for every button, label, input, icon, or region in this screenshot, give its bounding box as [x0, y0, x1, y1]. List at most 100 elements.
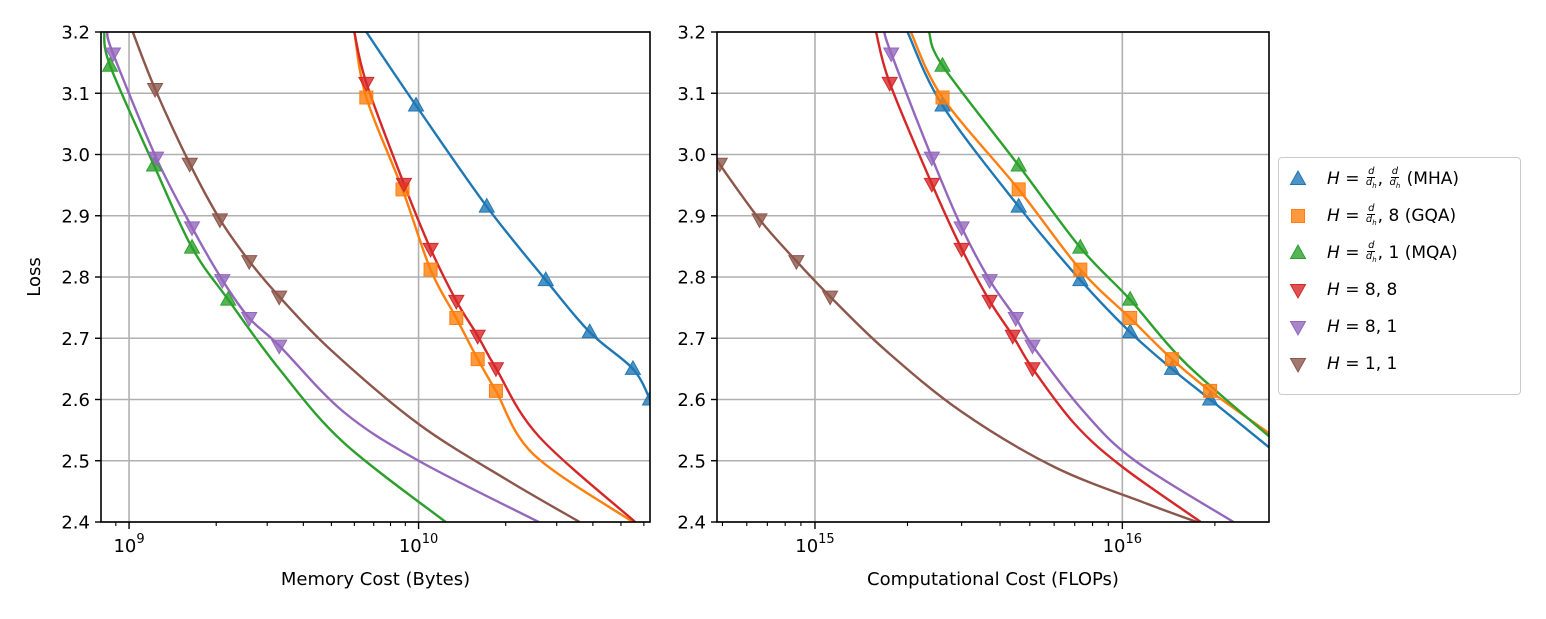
panel-1-h81-point-6 — [270, 339, 288, 355]
legend-label-h11: H = 1, 1 — [1327, 354, 1398, 374]
panel-1-h11-point-3 — [211, 213, 229, 229]
panel-2-mha-point-4 — [1121, 323, 1139, 339]
panel-2-xtick-label-1e15: 1015 — [795, 532, 834, 557]
panel-1-mha-point-4 — [581, 323, 599, 339]
panel-1-ytick-label-2.5: 2.5 — [61, 451, 90, 472]
panel-2-mqa-point-4 — [1121, 290, 1139, 306]
panel-1-h88-point-4 — [447, 294, 465, 310]
panel-2-plot — [717, 32, 1269, 522]
panel-2-h88-point-4 — [981, 294, 998, 310]
panel-2-gqa-point-6 — [1203, 383, 1218, 398]
legend-item-gqa: H = d dh, 8 (GQA) — [1287, 203, 1456, 229]
panel-1-h11-point-2 — [181, 157, 199, 173]
legend-marker-h88 — [1289, 284, 1307, 300]
panel-2-ytick-label-3.1: 3.1 — [677, 84, 706, 105]
panel-2-ytick-label-3.2: 3.2 — [677, 23, 706, 44]
panel-1-h81-point-3 — [183, 221, 201, 237]
panel-1-mha-point-2 — [478, 197, 496, 213]
panel-2-h81-point-5 — [1007, 312, 1025, 328]
panel-1-gqa-point-4 — [449, 311, 464, 326]
panel-2-mha-point-5 — [1163, 359, 1181, 375]
panel-2-ytick-label-2.6: 2.6 — [677, 390, 706, 411]
panel-2-h11-point-3 — [788, 255, 805, 271]
panel-1-mha-point-6 — [641, 390, 650, 406]
panel-1-gqa-point-3 — [423, 262, 438, 277]
legend-marker-h11 — [1289, 358, 1307, 374]
panel-2-xlabel: Computational Cost (FLOPs) — [867, 569, 1119, 590]
panel-1-ytick-label-2.6: 2.6 — [61, 390, 90, 411]
panel-2-h88-point-5 — [1004, 329, 1022, 345]
panel-1-ytick-label-3.0: 3.0 — [61, 145, 90, 166]
panel-2-h11-point-2 — [751, 213, 768, 229]
legend-marker-gqa — [1291, 209, 1305, 223]
panel-1-h11-point-1 — [146, 82, 164, 98]
panel-2-h81-point-6 — [1024, 339, 1041, 355]
panel-2-h81-point-2 — [923, 151, 941, 167]
panel-2-ytick-label-2.4: 2.4 — [677, 513, 706, 534]
panel-1-ytick-label-2.9: 2.9 — [61, 206, 90, 227]
panel-1-gqa-point-1 — [359, 90, 374, 105]
panel-2-mha-point-3 — [1071, 271, 1089, 287]
panel-2-mha-point-2 — [1010, 197, 1028, 213]
panel-2-mqa-point-1 — [934, 56, 951, 72]
legend-item-h81: H = 8, 1 — [1287, 314, 1397, 340]
panel-1-mqa-point-2 — [145, 156, 163, 172]
panel-2-xtick-label-1e16: 1016 — [1103, 532, 1142, 557]
panel-2-mqa-point-2 — [1010, 156, 1028, 172]
legend-item-h88: H = 8, 8 — [1287, 277, 1397, 303]
panel-1-h88-point-3 — [422, 242, 439, 258]
panel-2-h11-point-4 — [821, 290, 839, 306]
panel-2-mqa-point-3 — [1071, 238, 1089, 254]
panel-1-h88-point-1 — [357, 76, 375, 92]
panel-2-h88-point-3 — [953, 242, 970, 258]
panel-2-h11-point-1 — [717, 157, 729, 173]
panel-2-curve-h11 — [717, 159, 1198, 522]
panel-1-mqa-point-3 — [183, 238, 201, 254]
panel-2-ytick-label-3.0: 3.0 — [677, 145, 706, 166]
panel-2-gqa-point-4 — [1123, 311, 1138, 326]
legend-marker-mqa — [1289, 243, 1307, 259]
panel-1-h11-point-5 — [270, 290, 288, 306]
panel-2-h81-point-3 — [953, 221, 970, 237]
panel-1-h88-point-6 — [487, 362, 505, 378]
panel-1-gqa-point-6 — [488, 383, 503, 398]
legend-label-mqa: H = d dh, 1 (MQA) — [1327, 240, 1458, 265]
legend-item-mha: H = d dh, d dh (MHA) — [1287, 166, 1459, 192]
panel-2-ytick-label-2.9: 2.9 — [677, 206, 706, 227]
legend-label-h81: H = 8, 1 — [1327, 317, 1398, 337]
panel-2-h81-point-4 — [981, 274, 998, 290]
panel-1-h81-point-1 — [104, 47, 122, 63]
panel-2-gqa-point-5 — [1164, 352, 1179, 367]
panel-1-h88-point-2 — [395, 177, 413, 193]
panel-1-ylabel: Loss — [24, 257, 45, 296]
panel-2-ytick-label-2.8: 2.8 — [677, 268, 706, 289]
panel-2-h88-point-2 — [923, 177, 941, 193]
panel-1-curve-mqa — [102, 32, 447, 522]
panel-1-h11-point-4 — [240, 255, 258, 271]
panel-1-xtick-label-1e9: 109 — [113, 532, 144, 557]
panel-1-mqa-point-1 — [101, 56, 119, 72]
panel-2-curve-h88 — [874, 32, 1202, 522]
panel-2-gqa-point-3 — [1073, 262, 1088, 277]
panel-1: 2.4 2.5 2.6 2.7 2.8 2.9 3.0 3.1 3.2 109 1010 Memory… — [24, 23, 651, 590]
panel-2-curve-h81 — [883, 32, 1235, 522]
panel-2-mha-point-6 — [1201, 390, 1219, 406]
panel-1-h81-point-2 — [147, 151, 165, 167]
legend-marker-h81 — [1289, 321, 1307, 337]
panel-2-gqa-point-1 — [935, 90, 950, 105]
panel-2-gqa-point-2 — [1011, 182, 1026, 197]
panel-2-h81-point-1 — [882, 47, 900, 63]
legend-label-h88: H = 8, 8 — [1327, 280, 1398, 300]
panel-1-ytick-label-2.8: 2.8 — [61, 268, 90, 289]
legend-label-mha: H = d dh, d dh (MHA) — [1327, 166, 1460, 191]
panel-1-xlabel: Memory Cost (Bytes) — [281, 569, 470, 590]
legend-marker-mha — [1289, 169, 1307, 185]
legend-item-mqa: H = d dh, 1 (MQA) — [1287, 240, 1458, 266]
legend-label-gqa: H = d dh, 8 (GQA) — [1327, 203, 1457, 228]
panel-1-ytick-label-3.2: 3.2 — [61, 23, 90, 44]
panel-1-h81-point-4 — [213, 274, 231, 290]
panel-1-h88-point-5 — [469, 329, 487, 345]
panel-1-mha-point-5 — [624, 359, 642, 375]
